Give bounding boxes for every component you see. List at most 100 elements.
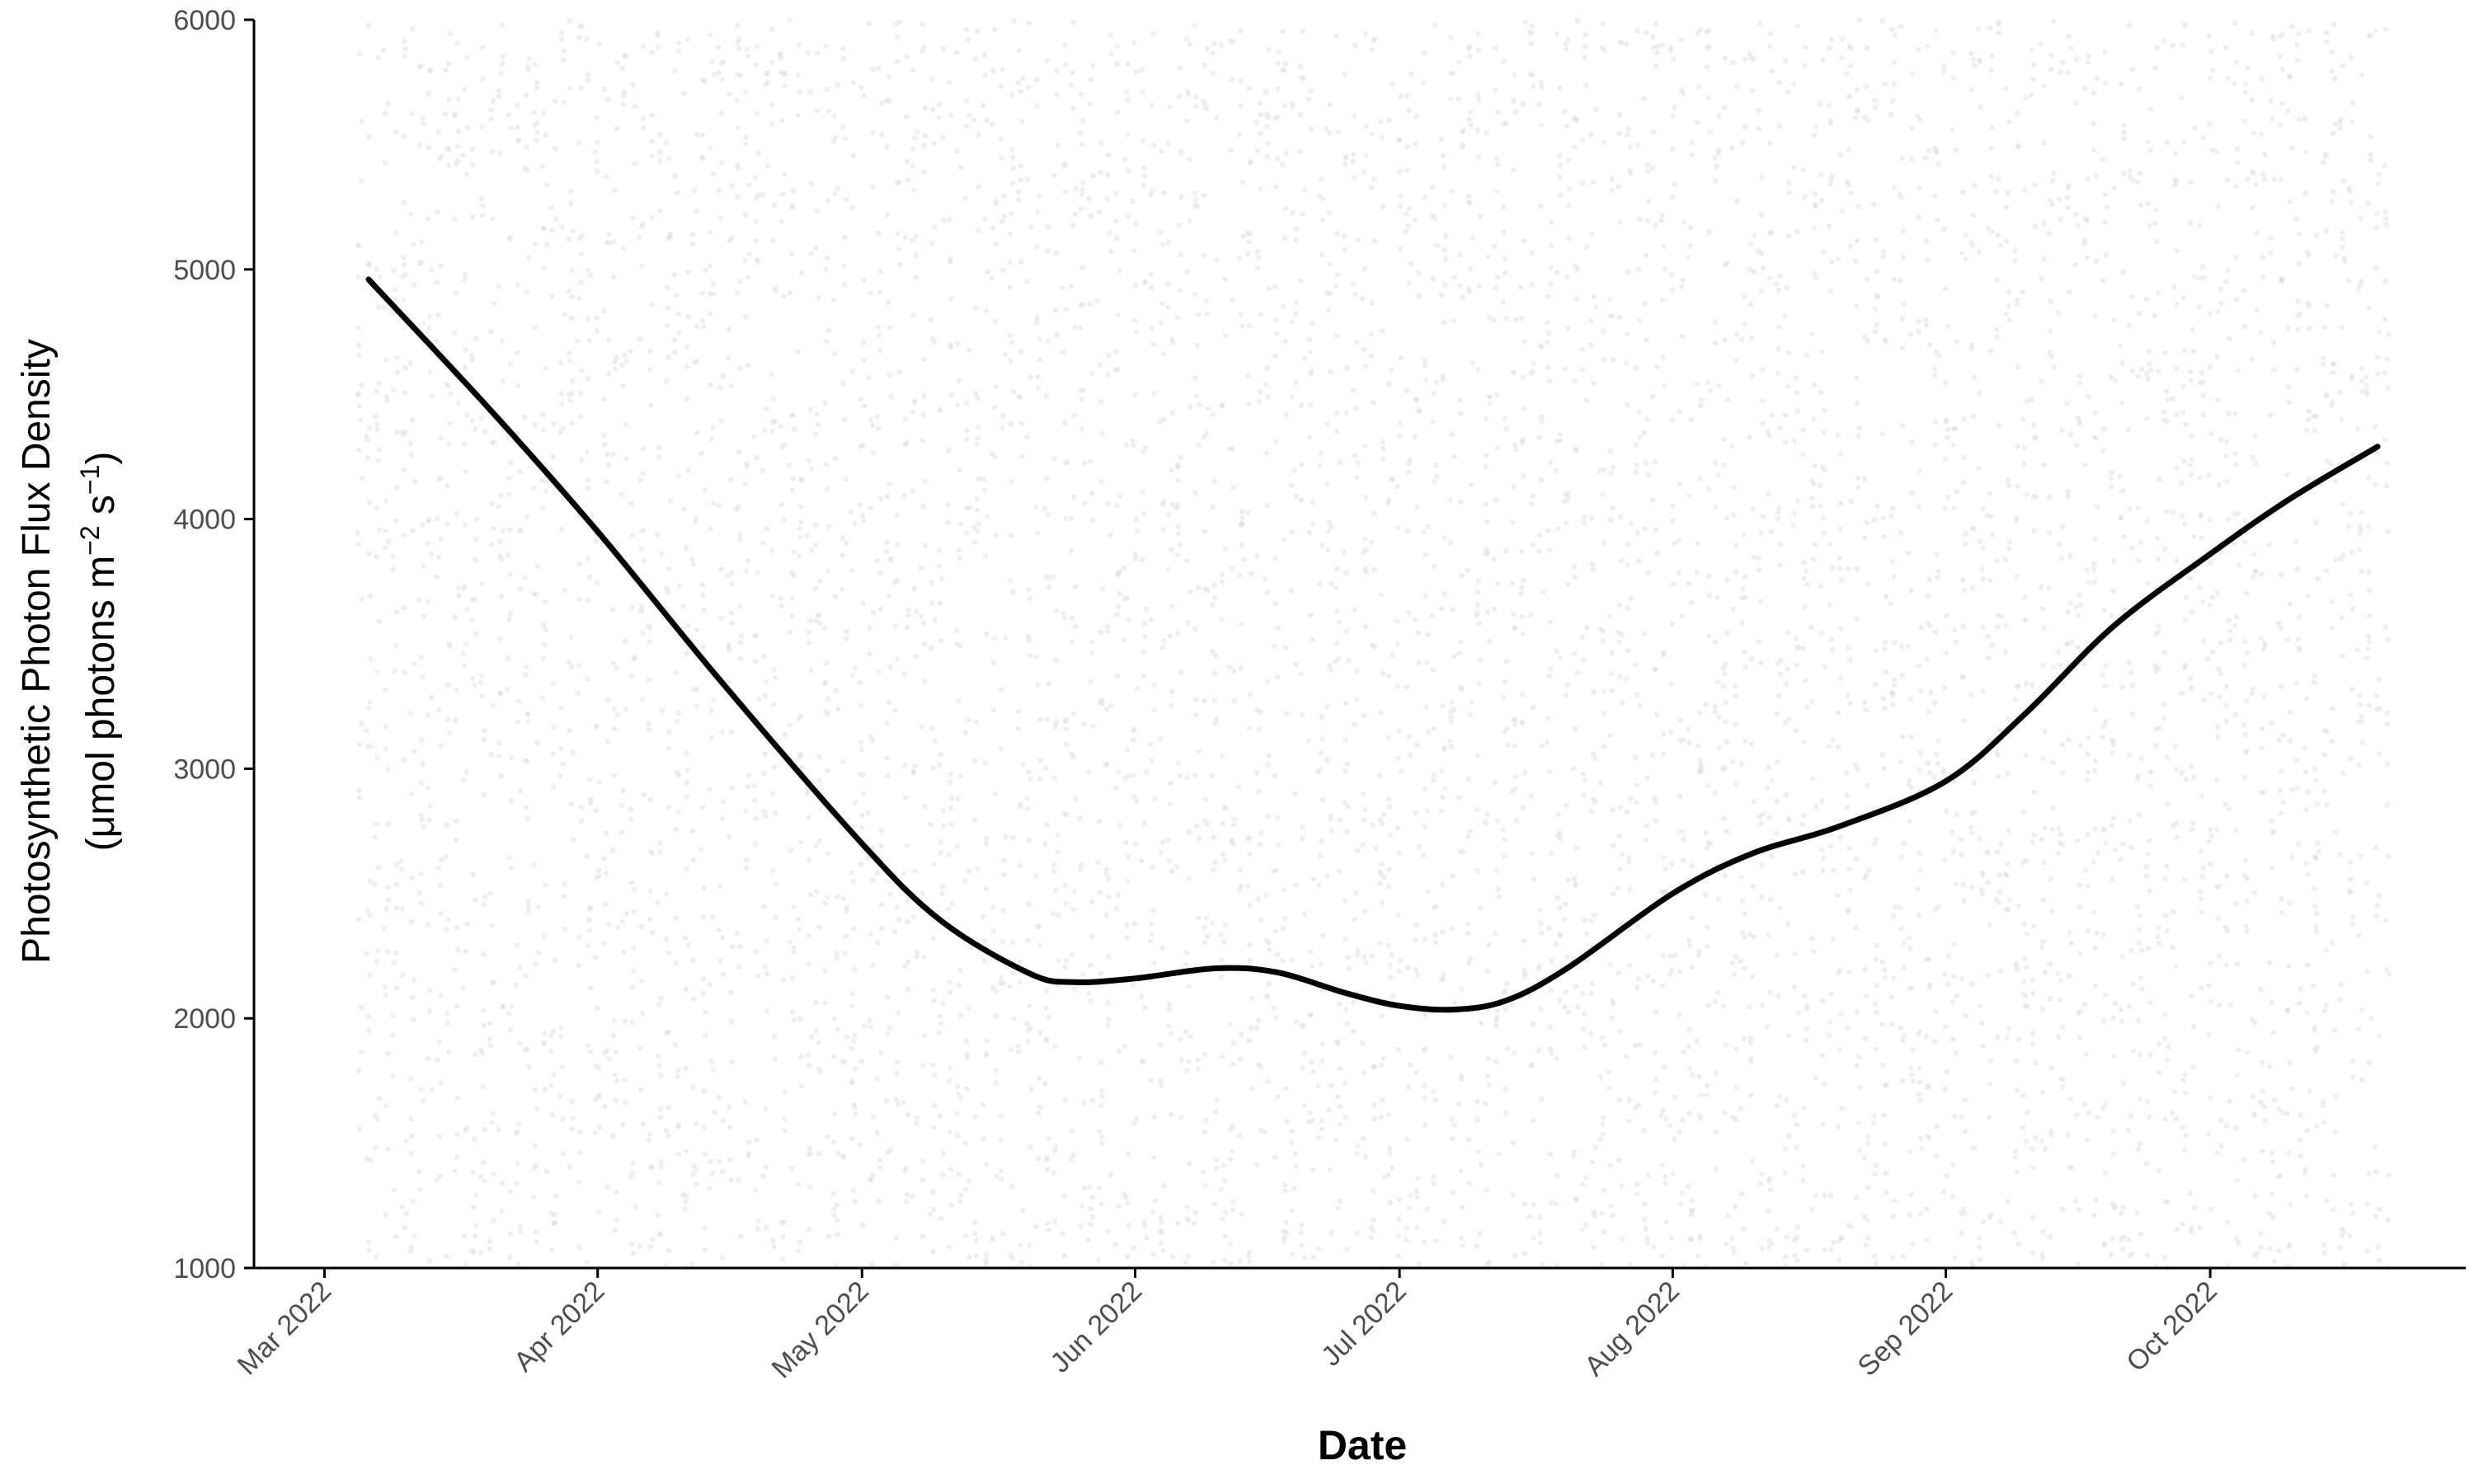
data-point xyxy=(1237,1056,1244,1063)
data-point xyxy=(1412,141,1418,147)
data-point xyxy=(1230,1061,1236,1068)
data-point xyxy=(849,1136,855,1142)
data-point xyxy=(1601,628,1606,634)
data-point xyxy=(1079,187,1085,193)
data-point xyxy=(1343,737,1348,743)
data-point xyxy=(1791,1237,1797,1242)
data-point xyxy=(1835,893,1841,899)
data-point xyxy=(1874,982,1880,989)
data-point xyxy=(1742,935,1747,941)
data-point xyxy=(1546,674,1552,679)
data-point xyxy=(1114,612,1120,618)
data-point xyxy=(1247,835,1253,841)
data-point xyxy=(1856,1148,1863,1153)
data-point xyxy=(1759,1171,1765,1176)
data-point xyxy=(929,1189,936,1195)
data-point xyxy=(1802,603,1808,610)
data-point xyxy=(1786,716,1792,722)
data-point xyxy=(393,229,400,235)
data-point xyxy=(1175,463,1181,470)
data-point xyxy=(1299,1242,1305,1248)
data-point xyxy=(1333,660,1338,665)
data-point xyxy=(1263,937,1270,943)
data-point xyxy=(491,98,496,104)
data-point xyxy=(1385,500,1391,506)
data-point xyxy=(1157,1041,1163,1048)
data-point xyxy=(507,611,514,617)
data-point xyxy=(1160,416,1167,422)
data-point xyxy=(1165,512,1171,518)
data-point xyxy=(956,378,962,384)
data-point xyxy=(1528,1063,1534,1069)
data-point xyxy=(1160,527,1166,533)
data-point xyxy=(610,451,616,458)
data-point xyxy=(1529,281,1535,288)
data-point xyxy=(931,1125,938,1130)
data-point xyxy=(1540,589,1546,595)
data-point xyxy=(1563,692,1569,698)
data-point xyxy=(515,124,521,130)
data-point xyxy=(367,425,374,431)
data-point xyxy=(1760,514,1766,519)
data-point xyxy=(1909,1072,1915,1078)
data-point xyxy=(355,242,361,248)
data-point xyxy=(576,35,582,40)
data-point xyxy=(1034,314,1040,321)
data-point xyxy=(1539,743,1545,749)
data-point xyxy=(1385,381,1392,387)
data-point xyxy=(1337,1198,1343,1205)
data-point xyxy=(1766,1178,1771,1185)
data-point xyxy=(895,655,901,661)
data-point xyxy=(1584,624,1590,631)
data-point xyxy=(1334,1040,1340,1045)
data-point xyxy=(743,141,749,147)
data-point xyxy=(1159,1082,1164,1088)
data-point xyxy=(673,826,679,833)
data-point xyxy=(585,72,591,77)
data-point xyxy=(1438,605,1445,612)
data-point xyxy=(1740,139,1746,146)
data-point xyxy=(1244,230,1251,237)
data-point xyxy=(1819,798,1825,804)
data-point xyxy=(551,724,557,730)
data-point xyxy=(984,117,990,124)
data-point xyxy=(1112,349,1118,355)
data-point xyxy=(1079,117,1086,124)
data-point xyxy=(985,269,990,275)
data-point xyxy=(1573,266,1580,272)
data-point xyxy=(735,194,741,200)
data-point xyxy=(983,886,990,892)
data-point xyxy=(1398,193,1404,200)
data-point xyxy=(824,486,830,492)
data-point xyxy=(472,1233,477,1239)
data-point xyxy=(1813,1192,1819,1199)
data-point xyxy=(1627,963,1633,969)
data-point xyxy=(1686,1110,1692,1116)
data-point xyxy=(1721,463,1727,468)
data-point xyxy=(1616,639,1622,645)
data-point xyxy=(888,555,894,561)
data-point xyxy=(1385,1172,1392,1177)
data-point xyxy=(614,60,620,66)
data-point xyxy=(727,1125,733,1130)
data-point xyxy=(1645,570,1651,576)
data-point xyxy=(1221,1178,1228,1184)
data-point xyxy=(1783,439,1789,445)
data-point xyxy=(382,984,388,990)
data-point xyxy=(426,144,432,150)
data-point xyxy=(1907,696,1913,702)
data-point xyxy=(1096,209,1103,214)
data-point xyxy=(825,327,832,334)
data-point xyxy=(1731,1250,1738,1256)
data-point xyxy=(1669,621,1676,627)
data-point xyxy=(887,372,892,378)
data-point xyxy=(957,1199,963,1205)
data-point xyxy=(920,1177,926,1183)
data-point xyxy=(569,420,575,426)
data-point xyxy=(390,566,396,572)
data-point xyxy=(604,239,610,245)
data-point xyxy=(684,794,690,800)
data-point xyxy=(1881,1112,1887,1118)
data-point xyxy=(1681,836,1686,842)
data-point xyxy=(1142,1222,1148,1228)
